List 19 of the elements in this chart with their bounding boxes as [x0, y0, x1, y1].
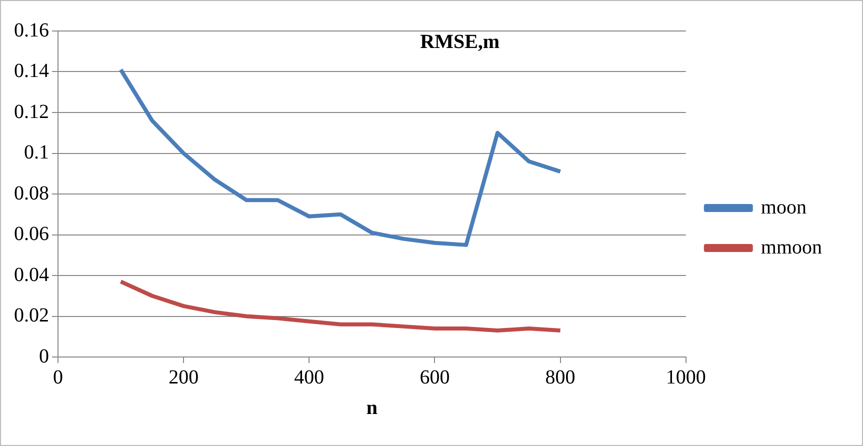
y-tick-label: 0: [39, 345, 49, 368]
legend-label: moon: [760, 196, 806, 218]
y-tick-label: 0.08: [14, 182, 49, 204]
y-tick-label: 0.16: [14, 19, 49, 42]
y-tick-label: 0.1: [24, 142, 49, 164]
y-tick-label: 0.02: [14, 304, 49, 326]
y-tick-label: 0.04: [14, 264, 49, 286]
y-tick-label: 0.12: [14, 100, 49, 123]
x-tick-label: 200: [168, 366, 199, 388]
x-tick-label: 800: [545, 366, 576, 388]
y-tick-label: 0.06: [14, 223, 49, 245]
legend-label: mmoon: [760, 236, 822, 258]
x-tick-label: 0: [53, 366, 63, 388]
chart-title: RMSE,m: [420, 31, 500, 54]
x-axis-title: n: [366, 397, 378, 420]
x-tick-label: 1000: [666, 366, 706, 388]
y-tick-label: 0.14: [14, 60, 49, 82]
x-tick-label: 400: [294, 366, 324, 388]
x-tick-label: 600: [420, 366, 450, 388]
